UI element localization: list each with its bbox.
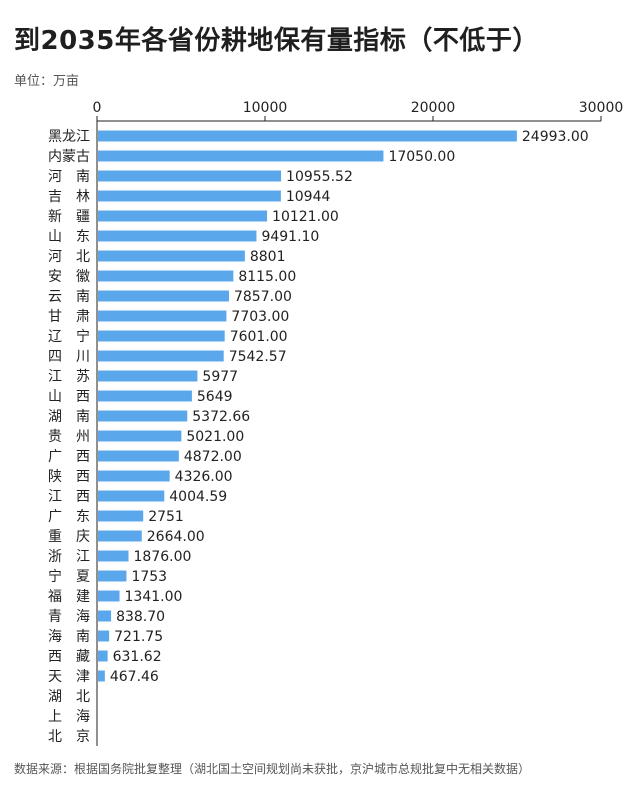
bar	[98, 590, 120, 602]
bar	[98, 210, 268, 222]
bar	[98, 430, 182, 442]
bar	[98, 410, 188, 422]
category-label: 江 西	[48, 489, 90, 505]
bar	[98, 390, 192, 402]
data-label: 8801	[250, 249, 286, 265]
category-label: 甘 肃	[48, 309, 90, 325]
category-label: 贵 州	[48, 429, 90, 445]
data-label: 10944	[286, 189, 331, 205]
data-label: 838.70	[116, 609, 165, 625]
bar	[98, 310, 227, 322]
chart-title: 到2035年各省份耕地保有量指标（不低于）	[14, 26, 539, 56]
data-label: 4872.00	[184, 449, 242, 465]
data-label: 1341.00	[125, 589, 183, 605]
bar	[98, 610, 112, 622]
bar	[98, 370, 198, 382]
data-label: 467.46	[110, 669, 159, 685]
category-label: 山 东	[48, 229, 90, 245]
bar	[98, 250, 245, 262]
bar	[98, 530, 142, 542]
category-label: 海 南	[48, 629, 90, 645]
bar	[98, 270, 234, 282]
data-label: 631.62	[113, 649, 162, 665]
category-label: 宁 夏	[48, 568, 90, 585]
bar	[98, 170, 282, 182]
unit-label: 单位：万亩	[14, 74, 80, 89]
data-label: 5372.66	[192, 409, 250, 425]
data-label: 1753	[131, 569, 167, 585]
data-label: 17050.00	[388, 149, 455, 165]
category-label: 新 疆	[48, 209, 90, 225]
category-label: 广 西	[48, 449, 90, 465]
data-label: 10955.52	[286, 169, 353, 185]
category-label: 北 京	[48, 729, 90, 745]
category-label: 天 津	[48, 669, 90, 685]
data-label: 4004.59	[169, 489, 227, 505]
bar	[98, 470, 170, 482]
category-label: 辽 宁	[48, 328, 90, 345]
category-label: 河 北	[48, 249, 90, 265]
bar	[98, 150, 384, 162]
category-label: 浙 江	[48, 549, 90, 565]
category-label: 四 川	[48, 349, 90, 365]
data-label: 7857.00	[234, 289, 292, 305]
data-label: 5977	[202, 369, 238, 385]
category-label: 青 海	[48, 609, 90, 625]
bar	[98, 570, 127, 582]
bar	[98, 190, 281, 202]
category-label: 安 徽	[48, 269, 90, 285]
category-label: 陕 西	[48, 469, 90, 485]
category-label: 吉 林	[48, 189, 90, 205]
x-tick-label: 20000	[411, 100, 456, 116]
bar	[98, 330, 225, 342]
x-tick-label: 30000	[579, 100, 624, 116]
category-label: 山 西	[48, 389, 90, 405]
category-label: 上 海	[48, 709, 90, 725]
data-label: 7542.57	[229, 349, 287, 365]
data-label: 1876.00	[134, 549, 192, 565]
bar	[98, 290, 229, 302]
bar	[98, 490, 165, 502]
data-label: 8115.00	[238, 269, 296, 285]
category-label: 河 南	[48, 169, 90, 185]
bar	[98, 130, 517, 142]
category-label: 湖 北	[48, 689, 90, 705]
data-label: 5021.00	[186, 429, 244, 445]
bar	[98, 450, 179, 462]
category-label: 内蒙古	[48, 149, 90, 165]
source-note: 数据来源：根据国务院批复整理（湖北国土空间规划尚未获批，京沪城市总规批复中无相关…	[14, 762, 531, 776]
data-label: 24993.00	[522, 129, 589, 145]
category-label: 重 庆	[48, 529, 90, 545]
category-label: 西 藏	[48, 649, 90, 665]
x-tick-label: 0	[93, 100, 102, 116]
bar	[98, 670, 105, 682]
bar	[98, 350, 224, 362]
data-label: 9491.10	[261, 229, 319, 245]
bar	[98, 230, 257, 242]
category-label: 黑龙江	[48, 129, 90, 145]
data-label: 7601.00	[230, 329, 288, 345]
bar	[98, 650, 108, 662]
category-label: 福 建	[48, 589, 90, 605]
category-label: 广 东	[48, 509, 90, 525]
data-label: 7703.00	[231, 309, 289, 325]
data-label: 721.75	[114, 629, 163, 645]
data-label: 2664.00	[147, 529, 205, 545]
bar	[98, 630, 110, 642]
x-tick-label: 10000	[243, 100, 288, 116]
category-label: 湖 南	[48, 409, 90, 425]
data-label: 2751	[148, 509, 184, 525]
category-label: 云 南	[48, 289, 90, 305]
data-label: 4326.00	[175, 469, 233, 485]
bar	[98, 510, 144, 522]
category-label: 江 苏	[48, 369, 90, 385]
data-label: 5649	[197, 389, 233, 405]
bar	[98, 550, 129, 562]
data-label: 10121.00	[272, 209, 339, 225]
